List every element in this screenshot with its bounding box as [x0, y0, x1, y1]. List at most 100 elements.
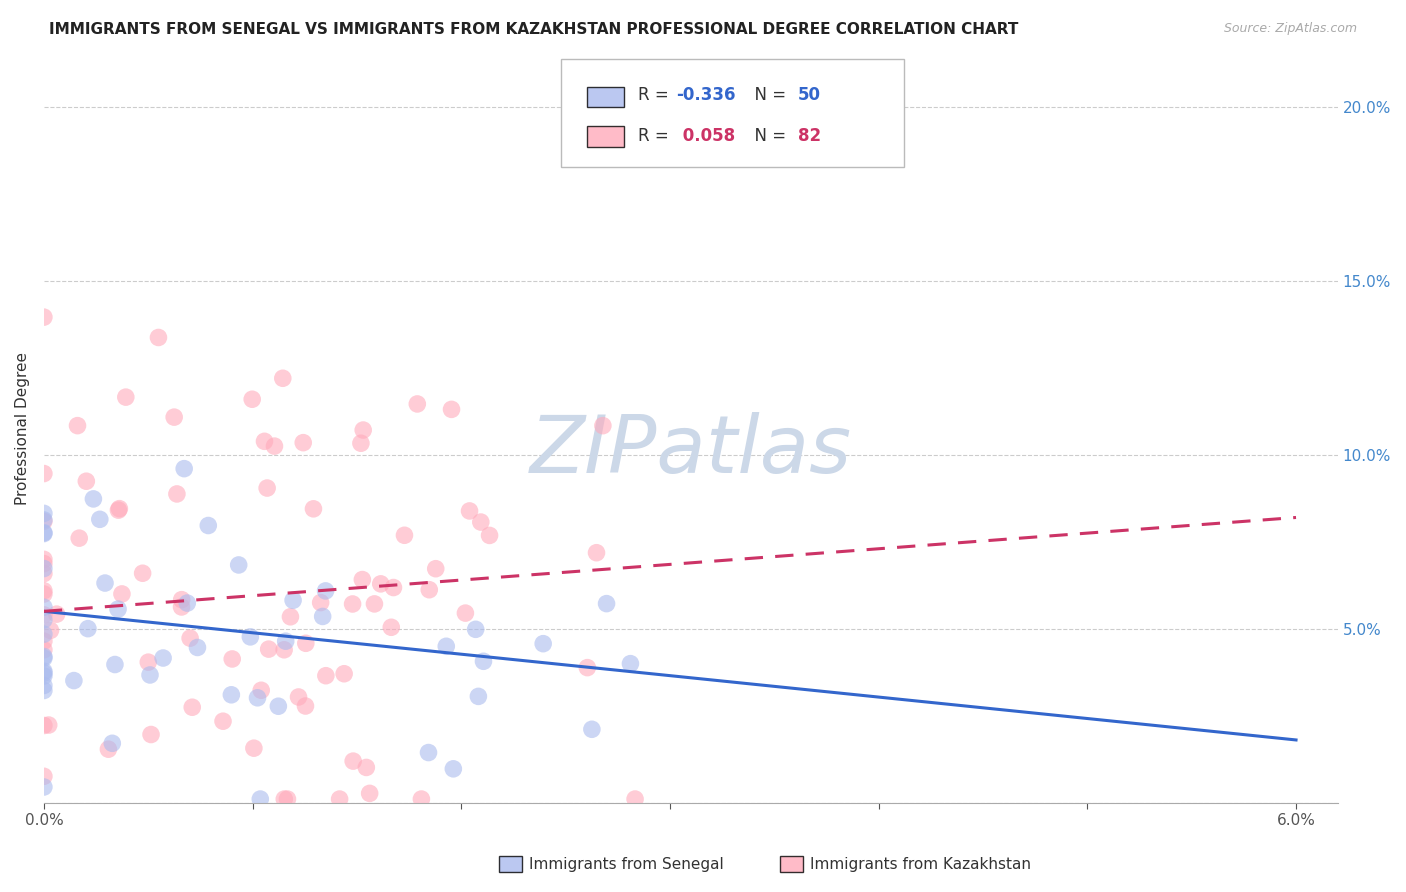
Point	[352, 573, 374, 587]
Point	[249, 792, 271, 806]
Point	[111, 587, 134, 601]
Point	[136, 655, 159, 669]
Point	[281, 593, 304, 607]
Point	[97, 742, 120, 756]
Point	[32, 600, 55, 615]
Point	[333, 666, 356, 681]
Point	[38, 718, 60, 732]
Point	[32, 507, 55, 521]
Point	[32, 613, 55, 627]
Point	[295, 636, 318, 650]
Point	[101, 736, 124, 750]
Point	[595, 597, 617, 611]
Point	[454, 606, 477, 620]
Point	[166, 487, 188, 501]
Point	[77, 622, 100, 636]
Point	[32, 525, 55, 540]
Point	[425, 562, 447, 576]
Point	[32, 514, 55, 528]
Point	[212, 714, 235, 729]
FancyBboxPatch shape	[588, 126, 623, 147]
Point	[434, 640, 457, 654]
Point	[94, 576, 117, 591]
Point	[250, 683, 273, 698]
Point	[32, 607, 55, 622]
Point	[181, 700, 204, 714]
Point	[380, 620, 402, 634]
Point	[239, 630, 262, 644]
Point	[585, 546, 607, 560]
Point	[32, 683, 55, 698]
Text: N =: N =	[744, 86, 792, 103]
Point	[221, 688, 243, 702]
Point	[581, 723, 603, 737]
Point	[363, 597, 385, 611]
Point	[294, 698, 316, 713]
Point	[67, 531, 90, 545]
Text: Immigrants from Kazakhstan: Immigrants from Kazakhstan	[810, 857, 1031, 871]
Point	[592, 418, 614, 433]
Point	[32, 666, 55, 681]
Point	[273, 792, 295, 806]
Point	[32, 769, 55, 783]
Point	[352, 423, 374, 437]
Point	[411, 792, 433, 806]
Point	[470, 515, 492, 529]
Point	[32, 649, 55, 664]
Point	[394, 528, 416, 542]
Point	[104, 657, 127, 672]
Point	[173, 461, 195, 475]
Point	[152, 651, 174, 665]
Text: Immigrants from Senegal: Immigrants from Senegal	[529, 857, 724, 871]
Point	[370, 577, 392, 591]
Point	[342, 754, 364, 768]
Point	[197, 518, 219, 533]
Point	[406, 397, 429, 411]
Point	[311, 609, 333, 624]
Point	[221, 652, 243, 666]
Point	[271, 371, 294, 385]
Point	[82, 491, 104, 506]
Point	[576, 660, 599, 674]
Point	[176, 596, 198, 610]
Point	[114, 390, 136, 404]
Point	[359, 786, 381, 800]
Point	[624, 792, 647, 806]
Point	[315, 669, 337, 683]
Point	[108, 501, 131, 516]
Point	[32, 526, 55, 541]
Text: R =: R =	[638, 127, 673, 145]
Text: 50: 50	[799, 86, 821, 103]
Point	[382, 581, 405, 595]
Text: Source: ZipAtlas.com: Source: ZipAtlas.com	[1223, 22, 1357, 36]
Point	[45, 607, 67, 621]
Point	[89, 512, 111, 526]
Point	[32, 513, 55, 527]
Point	[350, 436, 373, 450]
Point	[170, 599, 193, 614]
Point	[356, 760, 378, 774]
Point	[32, 651, 55, 665]
Point	[329, 792, 352, 806]
FancyBboxPatch shape	[561, 59, 904, 167]
Point	[276, 792, 298, 806]
Point	[32, 561, 55, 575]
Text: IMMIGRANTS FROM SENEGAL VS IMMIGRANTS FROM KAZAKHSTAN PROFESSIONAL DEGREE CORREL: IMMIGRANTS FROM SENEGAL VS IMMIGRANTS FR…	[49, 22, 1018, 37]
Point	[464, 623, 486, 637]
Point	[280, 609, 302, 624]
Point	[179, 631, 201, 645]
Point	[32, 634, 55, 648]
Point	[32, 557, 55, 571]
Point	[253, 434, 276, 449]
Text: N =: N =	[744, 127, 792, 145]
Point	[170, 592, 193, 607]
Point	[32, 665, 55, 679]
Point	[315, 583, 337, 598]
Point	[418, 746, 440, 760]
Point	[458, 504, 481, 518]
Text: ZIPatlas: ZIPatlas	[530, 412, 852, 491]
Point	[228, 558, 250, 572]
Point	[32, 587, 55, 601]
Text: R =: R =	[638, 86, 673, 103]
Point	[163, 410, 186, 425]
